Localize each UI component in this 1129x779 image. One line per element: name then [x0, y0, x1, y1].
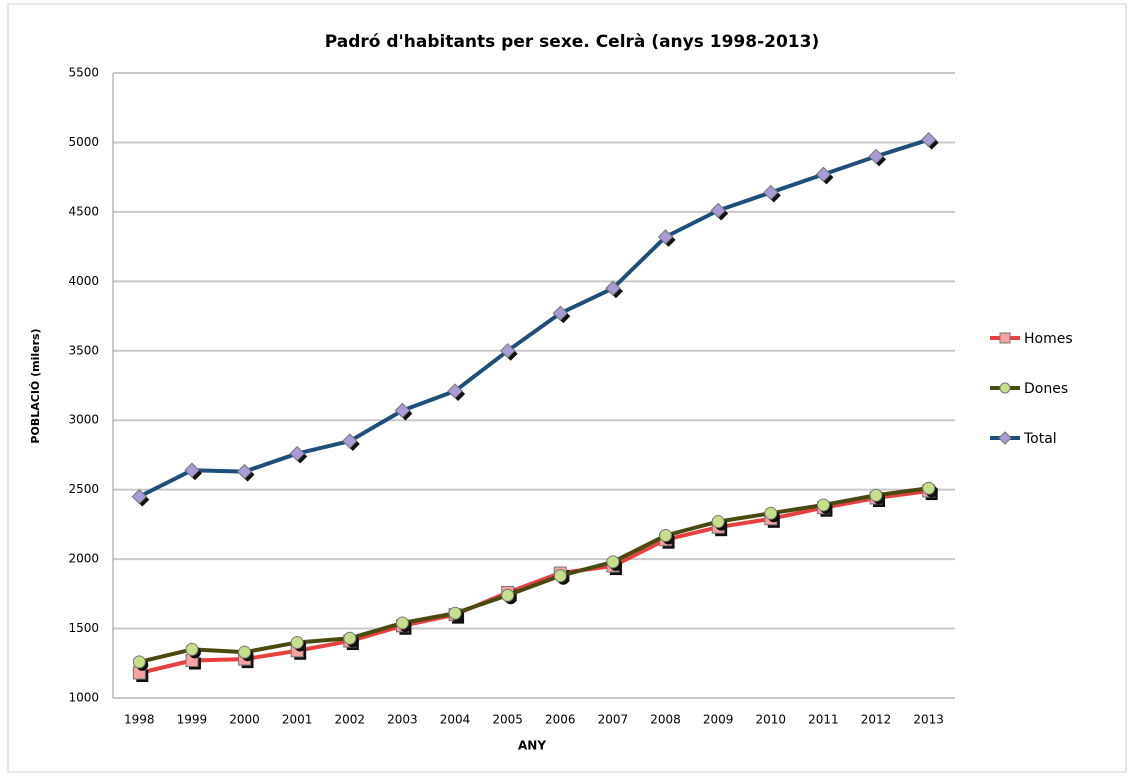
data-point — [657, 229, 674, 245]
y-tick-label: 2500 — [68, 482, 99, 496]
y-tick-label: 3000 — [68, 413, 99, 427]
data-point — [763, 184, 779, 201]
legend-label: Total — [1023, 431, 1057, 447]
x-tick-label: 2009 — [703, 713, 734, 727]
legend-marker — [999, 382, 1011, 394]
data-point — [659, 529, 673, 542]
data-point — [236, 463, 253, 480]
y-tick-label: 4500 — [68, 204, 99, 218]
data-point — [184, 462, 200, 478]
data-point — [869, 488, 883, 502]
y-tick-label: 2000 — [68, 552, 99, 566]
legend-marker — [999, 332, 1011, 344]
data-point — [605, 280, 621, 296]
data-point — [394, 402, 411, 419]
data-point — [710, 202, 726, 219]
chart-title: Padró d'habitants per sexe. Celrà (anys … — [325, 32, 819, 52]
y-tick-label: 1500 — [68, 621, 99, 635]
y-tick-label: 1000 — [68, 691, 99, 705]
x-tick-label: 2003 — [387, 713, 418, 727]
y-tick-label: 5000 — [68, 135, 99, 149]
y-tick-label: 5500 — [68, 66, 99, 80]
x-tick-label: 2013 — [913, 713, 944, 727]
x-tick-label: 2012 — [861, 713, 892, 727]
data-point — [816, 498, 830, 512]
data-point — [499, 343, 516, 359]
data-point — [131, 488, 148, 505]
series-line — [138, 486, 929, 664]
data-point — [447, 383, 463, 399]
series-line — [138, 137, 930, 499]
x-tick-label: 2007 — [598, 713, 629, 727]
x-tick-label: 2002 — [335, 713, 366, 727]
data-point — [868, 148, 884, 165]
x-tick-label: 2010 — [756, 713, 787, 727]
x-tick-label: 1998 — [124, 713, 155, 727]
data-point — [342, 433, 358, 449]
y-tick-label: 3500 — [68, 343, 99, 357]
data-point — [290, 635, 304, 649]
data-point — [448, 606, 462, 620]
y-axis-label: POBLACIÓ (milers) — [29, 328, 42, 443]
legend-marker — [998, 431, 1012, 445]
data-point — [395, 616, 409, 630]
data-point — [606, 555, 620, 569]
x-tick-label: 2005 — [492, 713, 523, 727]
data-point — [922, 481, 936, 495]
x-tick-label: 2001 — [282, 713, 313, 727]
data-point — [132, 655, 146, 669]
data-point — [289, 445, 305, 462]
legend-label: Homes — [1024, 331, 1073, 347]
data-point — [815, 166, 832, 183]
x-tick-label: 2008 — [650, 713, 681, 727]
x-tick-label: 2000 — [229, 713, 260, 727]
data-point — [553, 569, 567, 583]
data-point — [185, 642, 199, 656]
data-point — [343, 631, 357, 645]
legend-label: Dones — [1024, 381, 1068, 397]
x-tick-label: 1999 — [177, 713, 208, 727]
x-tick-label: 2006 — [545, 713, 576, 727]
x-axis-label: ANY — [518, 739, 546, 753]
data-point — [501, 588, 515, 602]
data-point — [711, 515, 725, 529]
data-point — [552, 305, 569, 321]
data-point — [764, 506, 778, 520]
x-tick-label: 2011 — [808, 713, 839, 727]
chart-frame — [7, 3, 1127, 773]
series-line — [138, 489, 929, 675]
data-point — [920, 131, 937, 148]
x-tick-label: 2004 — [440, 713, 471, 727]
data-point — [238, 645, 252, 659]
y-tick-label: 4000 — [68, 274, 99, 288]
